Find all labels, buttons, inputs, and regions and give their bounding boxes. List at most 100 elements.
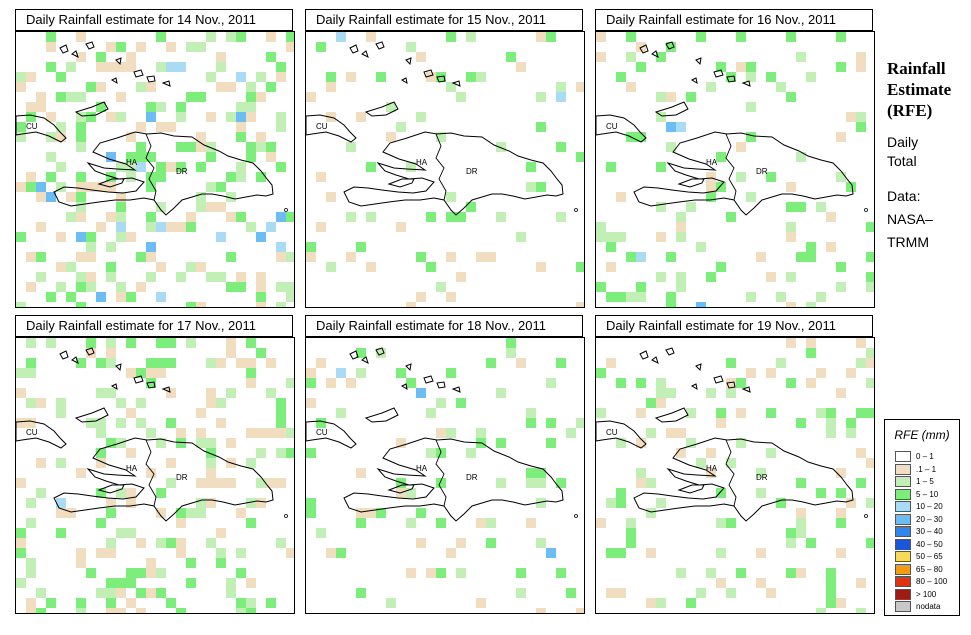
rainfall-cell <box>146 368 156 378</box>
rainfall-cell <box>86 82 96 92</box>
bahamas-island <box>665 41 675 50</box>
legend-item: 40 – 50 <box>895 538 957 550</box>
rainfall-cell <box>56 458 66 468</box>
rainfall-cell <box>776 358 786 368</box>
rainfall-cell <box>786 272 796 282</box>
rainfall-cell <box>246 338 256 348</box>
rainfall-cell <box>386 598 396 608</box>
country-label-haiti: HA <box>126 464 138 473</box>
rainfall-cell <box>716 518 726 528</box>
rainfall-cell <box>606 262 616 272</box>
rainfall-cell <box>36 458 46 468</box>
rainfall-cell <box>716 62 726 72</box>
rainfall-cell <box>326 548 336 558</box>
gonave-island <box>677 484 705 494</box>
rainfall-cell <box>106 498 116 508</box>
rainfall-cell <box>136 418 146 428</box>
rainfall-cell <box>116 578 126 588</box>
rainfall-cell <box>236 282 246 292</box>
rainfall-cell <box>216 528 226 538</box>
hispaniola-coastline <box>343 437 564 522</box>
rainfall-cell <box>726 358 736 368</box>
rainfall-cell <box>106 62 116 72</box>
legend-label: 65 – 80 <box>916 564 943 574</box>
rainfall-cell <box>286 252 294 262</box>
rainfall-cell <box>146 252 156 262</box>
rainfall-cell <box>536 478 546 488</box>
bahamas-island <box>85 41 95 50</box>
rainfall-cell <box>856 448 866 458</box>
rainfall-cell <box>496 142 506 152</box>
rainfall-cell <box>686 598 696 608</box>
bahamas-island <box>451 386 461 393</box>
rainfall-cell <box>146 112 156 122</box>
rainfall-cell <box>786 32 796 42</box>
rainfall-cell <box>366 32 376 42</box>
rainfall-map: CU HA DR <box>595 337 875 614</box>
rainfall-cell <box>576 82 584 92</box>
rainfall-cell <box>36 102 46 112</box>
rainfall-cell <box>276 302 286 307</box>
rainfall-cell <box>36 92 46 102</box>
rainfall-cell <box>216 418 226 428</box>
rainfall-cell <box>66 262 76 272</box>
rainfall-cell <box>86 338 96 348</box>
title-line: Rainfall <box>887 59 946 78</box>
rainfall-cell <box>326 72 336 82</box>
rainfall-cell <box>66 62 76 72</box>
country-label-cuba: CU <box>316 122 328 131</box>
rainfall-cell <box>536 468 546 478</box>
rainfall-cell <box>146 588 156 598</box>
rainfall-cell <box>196 132 206 142</box>
rainfall-cell <box>26 418 36 428</box>
rainfall-cell <box>406 162 416 172</box>
legend-swatch <box>895 588 911 600</box>
rainfall-cell <box>76 468 86 478</box>
rainfall-cell <box>476 252 486 262</box>
rainfall-cell <box>416 388 426 398</box>
rainfall-cell <box>516 62 526 72</box>
bahamas-island <box>726 75 736 83</box>
rainfall-cell <box>566 428 576 438</box>
rainfall-cell <box>116 62 126 72</box>
rainfall-cell <box>86 242 96 252</box>
panel-title: Daily Rainfall estimate for 18 Nov., 201… <box>305 315 583 337</box>
legend-label: 20 – 30 <box>916 514 943 524</box>
rainfall-cell <box>626 292 636 302</box>
rainfall-cell <box>86 182 96 192</box>
rainfall-cell <box>126 488 136 498</box>
rainfall-cell <box>76 132 86 142</box>
rainfall-cell <box>726 388 736 398</box>
rainfall-cell <box>436 132 446 142</box>
rainfall-cell <box>196 438 206 448</box>
rainfall-cell <box>546 548 556 558</box>
rainfall-cell <box>166 538 176 548</box>
rainfall-cell <box>346 142 356 152</box>
rainfall-cell <box>196 478 206 488</box>
rainfall-cell <box>216 202 226 212</box>
rainfall-cell <box>116 232 126 242</box>
rainfall-cell <box>196 498 206 508</box>
rainfall-cell <box>256 232 266 242</box>
rainfall-cell <box>156 568 166 578</box>
rainfall-cell <box>66 92 76 102</box>
rainfall-cell <box>226 478 236 488</box>
rainfall-cell <box>256 498 266 508</box>
rainfall-map-svg: CU HA DR <box>306 32 584 307</box>
rainfall-cell <box>76 302 86 307</box>
rainfall-cell <box>486 538 496 548</box>
rainfall-cell <box>516 588 526 598</box>
rainfall-cell <box>286 212 294 222</box>
rainfall-cell <box>616 378 626 388</box>
rainfall-cell <box>96 52 106 62</box>
title-line: Estimate <box>887 80 952 99</box>
rainfall-cell <box>786 202 796 212</box>
rainfall-cell <box>866 348 874 358</box>
rainfall-cell <box>16 368 26 378</box>
bahamas-island <box>133 375 144 384</box>
inagua-island <box>364 407 399 423</box>
rainfall-cell <box>246 92 256 102</box>
rainfall-cell <box>656 598 666 608</box>
rainfall-cell <box>446 292 456 302</box>
rainfall-cell <box>756 488 766 498</box>
